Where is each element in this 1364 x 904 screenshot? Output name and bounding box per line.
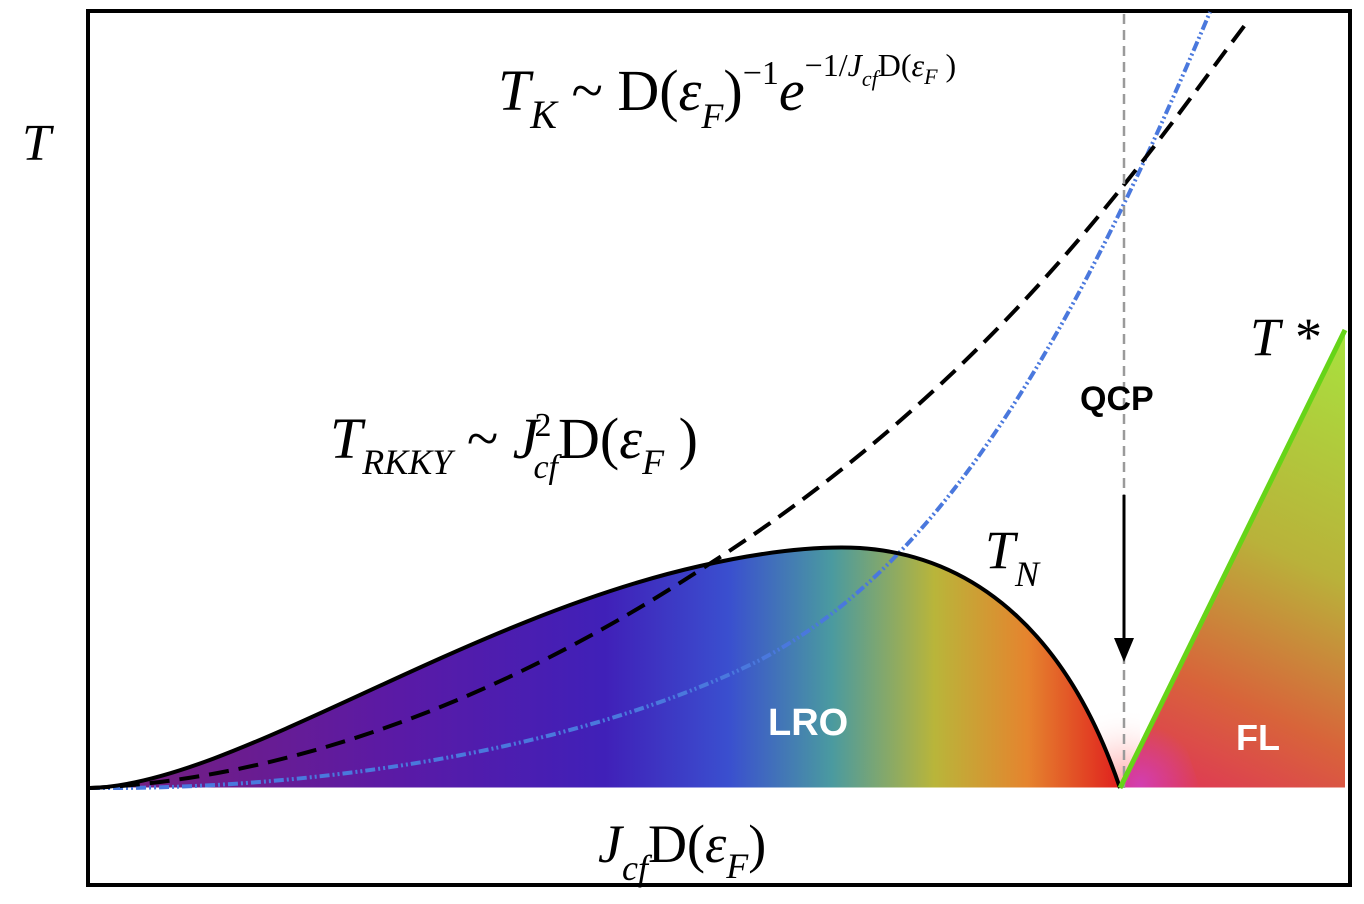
- tstar-line: [1117, 328, 1348, 790]
- lro-region: [90, 547, 1120, 788]
- lro-label: LRO: [768, 702, 848, 744]
- x-axis-label: JcfD(εF): [598, 814, 766, 888]
- fl-magenta-tint: [1120, 700, 1200, 788]
- qcp-arrow-head: [1114, 638, 1134, 662]
- svg-text:JcfD(εF): JcfD(εF): [598, 814, 766, 888]
- plot-frame: [86, 9, 1352, 887]
- tk-formula: TK ~ D(εF)−1e−1/JcfD(εF ): [498, 47, 956, 137]
- tn-curve: [89, 545, 1122, 790]
- tk-curve: [89, 11, 1212, 791]
- trkky-formula: TRKKY ~ J2 cfD(εF ): [330, 406, 698, 486]
- qcp-label: QCP: [1080, 380, 1154, 418]
- y-axis-label: T: [22, 115, 54, 172]
- fl-label: FL: [1236, 717, 1280, 758]
- tstar-label: T *: [1250, 307, 1320, 367]
- trkky-curve: [89, 23, 1247, 790]
- svg-text:TK ~ D(εF)−1e−1/JcfD(εF ): TK ~ D(εF)−1e−1/JcfD(εF ): [498, 47, 956, 137]
- tn-label: TN: [985, 520, 1041, 594]
